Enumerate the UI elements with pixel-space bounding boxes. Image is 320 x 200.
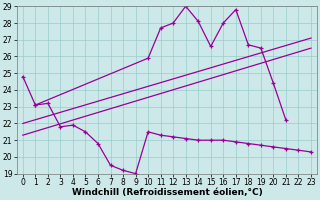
X-axis label: Windchill (Refroidissement éolien,°C): Windchill (Refroidissement éolien,°C) (72, 188, 262, 197)
